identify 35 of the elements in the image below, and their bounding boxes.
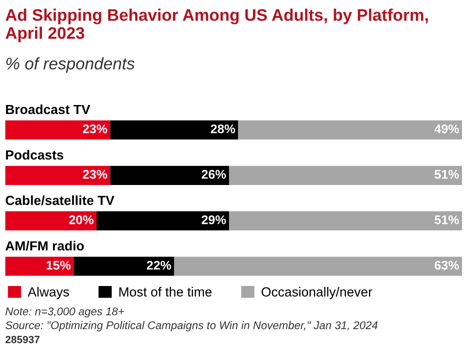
data-label: 51%	[434, 215, 459, 224]
data-label: 23%	[82, 124, 108, 134]
bar	[110, 120, 238, 140]
bar	[5, 120, 110, 140]
y-tick-label: Podcasts	[6, 150, 64, 160]
bar	[238, 120, 462, 140]
chart-title: Ad Skipping Behavior Among US Adults, by Platform, April 2023	[6, 8, 428, 42]
y-tick-label: Broadcast TV	[6, 104, 90, 114]
data-label: 28%	[210, 124, 236, 134]
bar	[5, 211, 97, 230]
legend-label: Always	[28, 286, 70, 300]
bar	[229, 166, 462, 185]
bar	[5, 166, 110, 185]
data-label: 22%	[146, 260, 172, 270]
data-label: 20%	[69, 215, 94, 224]
y-tick-label: Cable/satellite TV	[6, 195, 114, 206]
chart-subtitle: % of respondents	[6, 57, 135, 73]
data-label: 26%	[202, 170, 226, 179]
data-label: 49%	[434, 124, 459, 134]
bar	[96, 211, 230, 230]
source-note: Source: "Optimizing Political Campaigns to Win in November," Jan 31, 2024	[5, 321, 378, 332]
data-label: 15%	[46, 260, 71, 270]
y-tick-label: AM/FM radio	[6, 240, 84, 251]
text: Note: n=3,000 ages 18+	[6, 307, 124, 318]
data-label: 29%	[202, 215, 226, 224]
data-label: 51%	[434, 170, 459, 179]
data-label: 63%	[434, 260, 459, 270]
bar	[229, 211, 462, 230]
data-label: 23%	[82, 170, 108, 179]
text: 285937	[6, 336, 40, 344]
legend-label: Occasionally/never	[262, 286, 372, 300]
bar	[110, 166, 230, 185]
bar	[74, 256, 174, 276]
bar	[174, 256, 462, 276]
legend-label: Most of the time	[119, 286, 212, 297]
